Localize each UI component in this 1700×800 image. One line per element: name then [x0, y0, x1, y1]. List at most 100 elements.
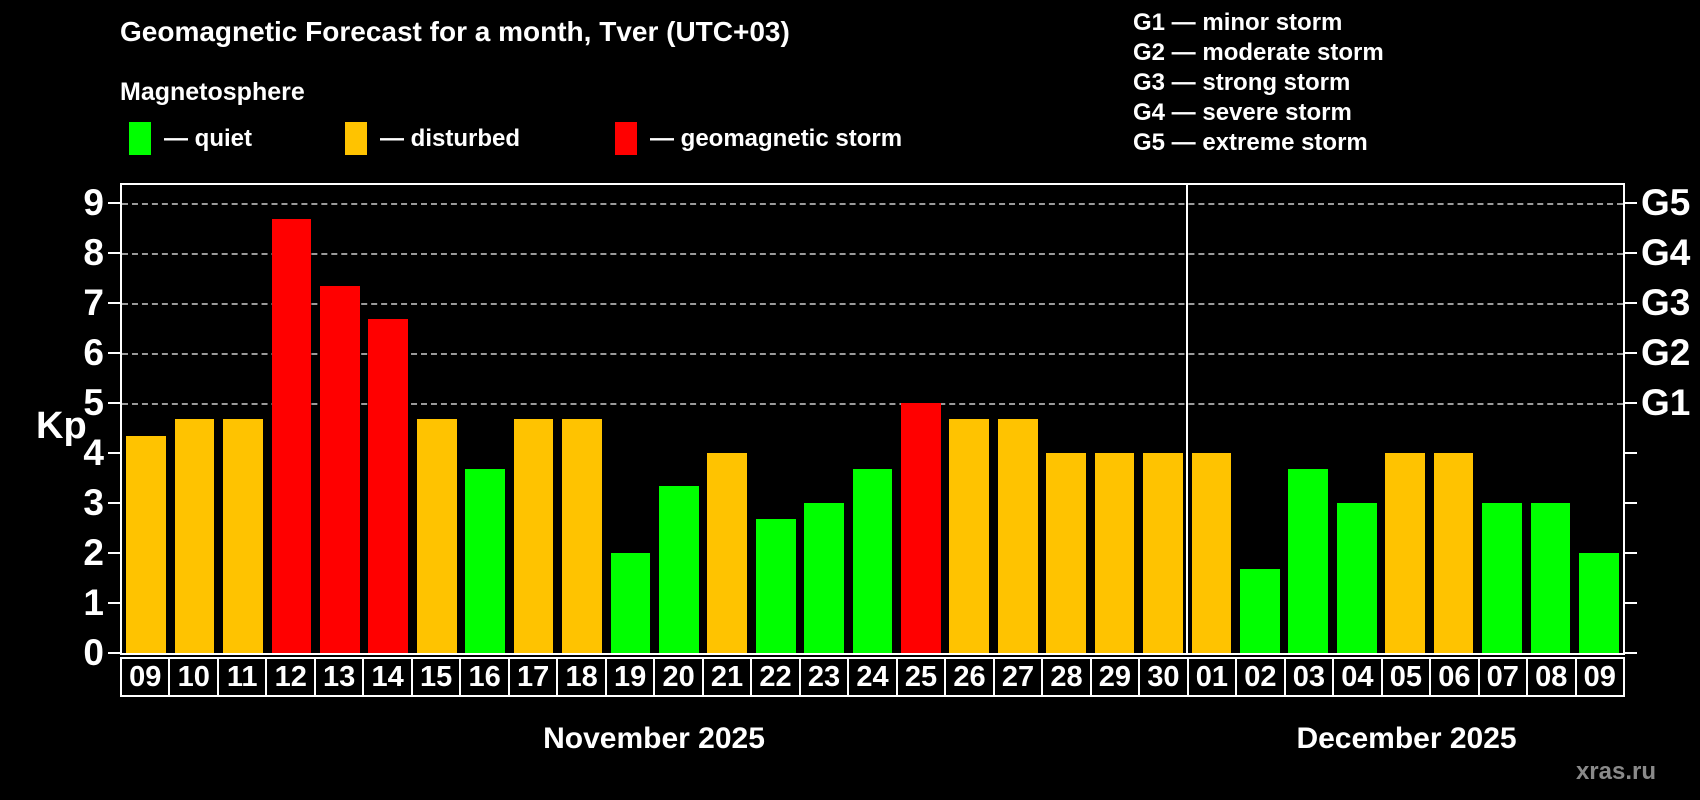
kp-bar: [804, 502, 844, 653]
kp-bar: [949, 419, 990, 653]
kp-bar: [1240, 569, 1280, 653]
date-cell: 09: [120, 657, 171, 697]
date-cell: 12: [265, 657, 316, 697]
date-cell: 10: [168, 657, 219, 697]
right-axis-tick: [1625, 251, 1637, 254]
date-cell: 19: [604, 657, 656, 697]
date-cell: 13: [313, 657, 365, 697]
kp-bar: [1578, 552, 1619, 653]
y-axis-tick-label: 0: [83, 632, 104, 673]
date-cell: 30: [1138, 657, 1189, 697]
date-cell: 07: [1477, 657, 1529, 697]
month-label: November 2025: [543, 722, 765, 755]
kp-bar: [271, 219, 312, 653]
date-cell: 20: [653, 657, 704, 697]
g-scale-label: G4: [1641, 231, 1691, 273]
kp-bar: [755, 519, 796, 653]
kp-bar: [1385, 452, 1425, 653]
right-axis-tick: [1625, 551, 1637, 554]
kp-bar: [1191, 452, 1232, 653]
y-axis-tick-label: 1: [83, 581, 104, 623]
left-axis-tick: [108, 351, 120, 354]
month-label: December 2025: [1296, 722, 1517, 755]
right-axis-tick: [1625, 201, 1637, 204]
kp-bar: [465, 469, 505, 653]
kp-bar: [997, 419, 1038, 653]
gridline-kp9: [122, 202, 1623, 205]
right-axis-tick: [1625, 451, 1637, 454]
kp-bar: [1046, 452, 1087, 653]
y-axis-tick-label: 3: [83, 481, 104, 523]
g-scale-label: G1: [1641, 381, 1691, 423]
kp-bar-chart: 0 1 2 3 4 5 6 7 8 9 G1 G2 G3 G4 G5: [83, 182, 1690, 673]
date-cell: 11: [216, 657, 268, 697]
watermark: xras.ru: [1575, 758, 1656, 785]
date-cell: 29: [1089, 657, 1141, 697]
date-cell: 02: [1235, 657, 1286, 697]
kp-bar: [1530, 502, 1571, 653]
date-cell: 15: [410, 657, 462, 697]
date-cell: 05: [1380, 657, 1432, 697]
date-cell: 09: [1574, 657, 1626, 697]
gridline-kp6: [122, 352, 1623, 355]
date-cell: 01: [1186, 657, 1238, 697]
legend-item-quiet: — quiet: [129, 122, 252, 155]
y-axis-label: Kp: [36, 405, 87, 447]
right-axis-tick: [1625, 301, 1637, 304]
g-scale-label: G5: [1641, 181, 1691, 223]
left-axis-tick: [108, 451, 120, 454]
date-cell: 06: [1429, 657, 1480, 697]
left-axis-tick: [108, 201, 120, 204]
date-cell: 26: [944, 657, 995, 697]
legend-swatch-storm: [615, 122, 637, 155]
g-scale-label: G3: [1641, 281, 1691, 323]
right-axis-tick: [1625, 501, 1637, 504]
legend-swatch-quiet: [129, 122, 151, 155]
kp-bar: [126, 436, 167, 653]
kp-bar: [852, 469, 893, 653]
date-cell: 28: [1041, 657, 1092, 697]
month-divider: [1186, 185, 1189, 653]
kp-bar: [707, 452, 748, 653]
date-cell: 21: [701, 657, 753, 697]
page-title: Geomagnetic Forecast for a month, Tver (…: [120, 16, 790, 47]
y-axis-tick-label: 4: [83, 431, 104, 473]
kp-bar: [1482, 502, 1522, 653]
legend-item-storm: — geomagnetic storm: [615, 122, 902, 155]
kp-bar: [320, 286, 360, 653]
legend-item-disturbed: — disturbed: [345, 122, 520, 155]
date-cell: 14: [362, 657, 413, 697]
legend-label: — quiet: [164, 124, 252, 152]
right-axis-tick: [1625, 401, 1637, 404]
y-axis-tick-label: 9: [83, 181, 104, 223]
date-cell: 22: [750, 657, 801, 697]
kp-bar: [1143, 452, 1183, 653]
month-labels: November 2025 December 2025: [120, 722, 1625, 762]
date-cell: 17: [507, 657, 559, 697]
date-cell: 24: [847, 657, 898, 697]
kp-bar: [1433, 452, 1474, 653]
y-axis-tick-label: 2: [83, 531, 104, 573]
date-cell: 04: [1332, 657, 1383, 697]
kp-bar: [223, 419, 263, 653]
kp-bar: [901, 402, 941, 653]
date-cell: 16: [459, 657, 510, 697]
storm-scale-line: G2 — moderate storm: [1133, 39, 1384, 66]
gridline-kp8: [122, 252, 1623, 255]
y-axis-tick-label: 6: [83, 331, 104, 373]
date-cell: 23: [798, 657, 850, 697]
date-cell: 27: [992, 657, 1044, 697]
storm-scale-line: G3 — strong storm: [1133, 69, 1351, 96]
legend-swatch-disturbed: [345, 122, 367, 155]
right-axis-tick: [1625, 601, 1637, 604]
kp-bar: [513, 419, 554, 653]
y-axis-tick-label: 8: [83, 231, 104, 273]
legend-label: — geomagnetic storm: [650, 124, 903, 152]
kp-bar: [562, 419, 602, 653]
left-axis-tick: [108, 652, 120, 654]
date-axis-row: 09 10 11 12 13 14 15 16 17 18 19 20 21 22 23 24 25 26 27 28…: [120, 657, 1626, 697]
date-cell: 18: [556, 657, 607, 697]
left-axis-tick: [108, 401, 120, 404]
kp-bar: [1288, 469, 1329, 653]
right-axis-tick: [1625, 652, 1637, 654]
